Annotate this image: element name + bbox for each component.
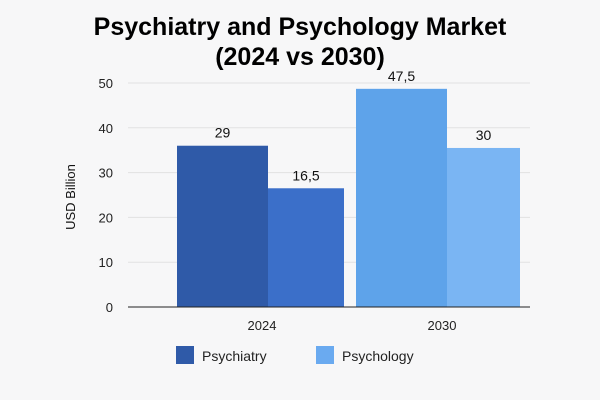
data-label: 47,5 xyxy=(388,68,415,84)
chart-title: Psychiatry and Psychology Market (2024 v… xyxy=(0,12,600,72)
y-tick-label: 20 xyxy=(99,210,113,225)
bar-psychiatry-2030 xyxy=(356,88,447,307)
data-label: 29 xyxy=(215,125,231,141)
y-axis-label: USD Billion xyxy=(63,164,78,230)
chart-title-line-1: Psychiatry and Psychology Market xyxy=(93,13,507,41)
legend-label-psychiatry: Psychiatry xyxy=(202,348,267,364)
legend-swatch-psychology xyxy=(316,346,334,364)
x-tick-label: 2030 xyxy=(428,318,457,333)
y-tick-label: 50 xyxy=(99,76,113,91)
legend-swatch-psychiatry xyxy=(176,346,194,364)
y-tick-label: 0 xyxy=(106,300,113,315)
y-tick-label: 10 xyxy=(99,255,113,270)
bar-psychology-2030 xyxy=(447,147,520,307)
chart-title-line-2: (2024 vs 2030) xyxy=(215,43,385,71)
legend-label-psychology: Psychology xyxy=(342,348,414,364)
bar-psychiatry-2024 xyxy=(177,145,268,307)
bars: 29 16,5 47,5 30 xyxy=(177,68,520,307)
x-tick-label: 2024 xyxy=(248,318,277,333)
data-label: 16,5 xyxy=(292,167,319,183)
x-axis: 2024 2030 xyxy=(248,318,457,333)
legend: Psychiatry Psychology xyxy=(176,346,414,364)
bar-psychology-2024 xyxy=(268,188,344,307)
data-label: 30 xyxy=(476,127,492,143)
y-tick-label: 40 xyxy=(99,121,113,136)
y-axis: 0 10 20 30 40 50 xyxy=(99,76,113,315)
y-tick-label: 30 xyxy=(99,166,113,181)
